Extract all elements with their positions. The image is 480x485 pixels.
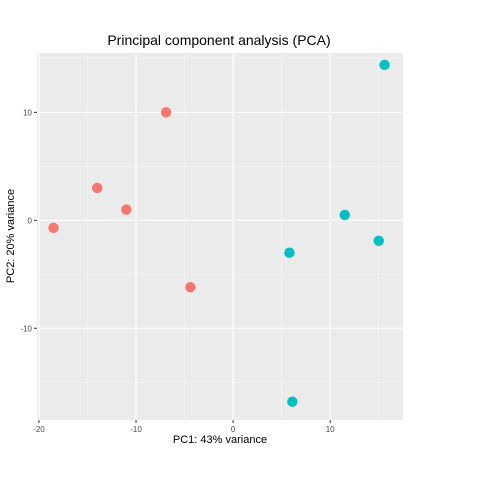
data-point <box>185 282 196 293</box>
data-point <box>284 247 295 258</box>
y-tick-label: 10 <box>23 108 32 117</box>
x-tick-label: 10 <box>326 425 335 434</box>
data-point <box>121 204 132 215</box>
data-points <box>48 59 390 407</box>
plot-panel <box>37 53 403 420</box>
data-point <box>160 107 172 118</box>
y-tick-label: -10 <box>20 324 32 333</box>
data-point <box>339 209 350 221</box>
data-point <box>287 396 298 407</box>
x-tick-label: 0 <box>231 425 236 434</box>
y-axis-label: PC2: 20% variance <box>5 189 17 283</box>
grid-lines <box>37 53 403 420</box>
data-point <box>48 222 59 234</box>
x-tick-label: -10 <box>130 425 142 434</box>
x-axis-label: PC1: 43% variance <box>173 434 267 446</box>
y-tick-label: 0 <box>28 216 33 225</box>
data-point <box>91 182 103 194</box>
data-point <box>373 235 384 247</box>
x-tick-label: -20 <box>33 425 45 434</box>
data-point <box>379 59 390 71</box>
chart-title: Principal component analysis (PCA) <box>107 32 330 48</box>
axes: -20 -10 0 10 -10 0 10 <box>20 108 335 434</box>
